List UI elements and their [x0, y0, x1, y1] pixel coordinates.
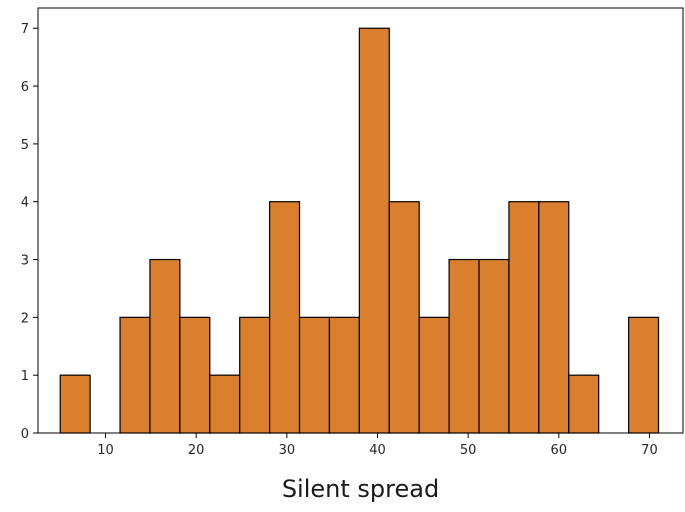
histogram-bar: [358, 27, 390, 434]
x-tick-label: 10: [97, 443, 114, 458]
histogram-bar: [628, 316, 660, 434]
histogram-bar: [239, 316, 271, 434]
y-tick-label: 5: [21, 138, 29, 153]
x-axis-label: Silent spread: [282, 475, 439, 503]
histogram-bar: [269, 201, 301, 434]
y-tick-label: 1: [21, 369, 29, 384]
x-tick-label: 40: [369, 443, 386, 458]
histogram-bar: [209, 374, 241, 434]
histogram-bar: [119, 316, 151, 434]
histogram-bar: [568, 374, 600, 434]
y-tick-label: 2: [21, 311, 29, 326]
histogram-bar: [328, 316, 360, 434]
x-tick-label: 50: [460, 443, 477, 458]
y-tick-label: 6: [21, 80, 29, 95]
x-tick-label: 70: [641, 443, 658, 458]
y-tick-label: 4: [21, 196, 29, 211]
y-axis-ticks: 0 1 2 3 4 5 6 7: [21, 22, 38, 442]
histogram-bar: [149, 258, 181, 434]
y-tick-label: 0: [21, 427, 29, 442]
histogram-bar: [59, 374, 91, 434]
x-tick-label: 20: [188, 443, 205, 458]
x-tick-label: 30: [279, 443, 296, 458]
histogram-bar: [478, 258, 510, 434]
plot-frame: [37, 7, 684, 434]
histogram-bar: [179, 316, 211, 434]
y-tick-label: 7: [21, 22, 29, 37]
histogram-bar: [508, 201, 540, 434]
bars-group: [59, 27, 660, 434]
histogram-bar: [388, 201, 420, 434]
histogram-bar: [418, 316, 450, 434]
x-axis-ticks: 10 20 30 40 50 60 70: [97, 433, 658, 458]
histogram-bar: [448, 258, 480, 434]
x-tick-label: 60: [551, 443, 568, 458]
y-tick-label: 3: [21, 254, 29, 269]
histogram-bar: [298, 316, 331, 434]
histogram-bar: [538, 201, 570, 434]
